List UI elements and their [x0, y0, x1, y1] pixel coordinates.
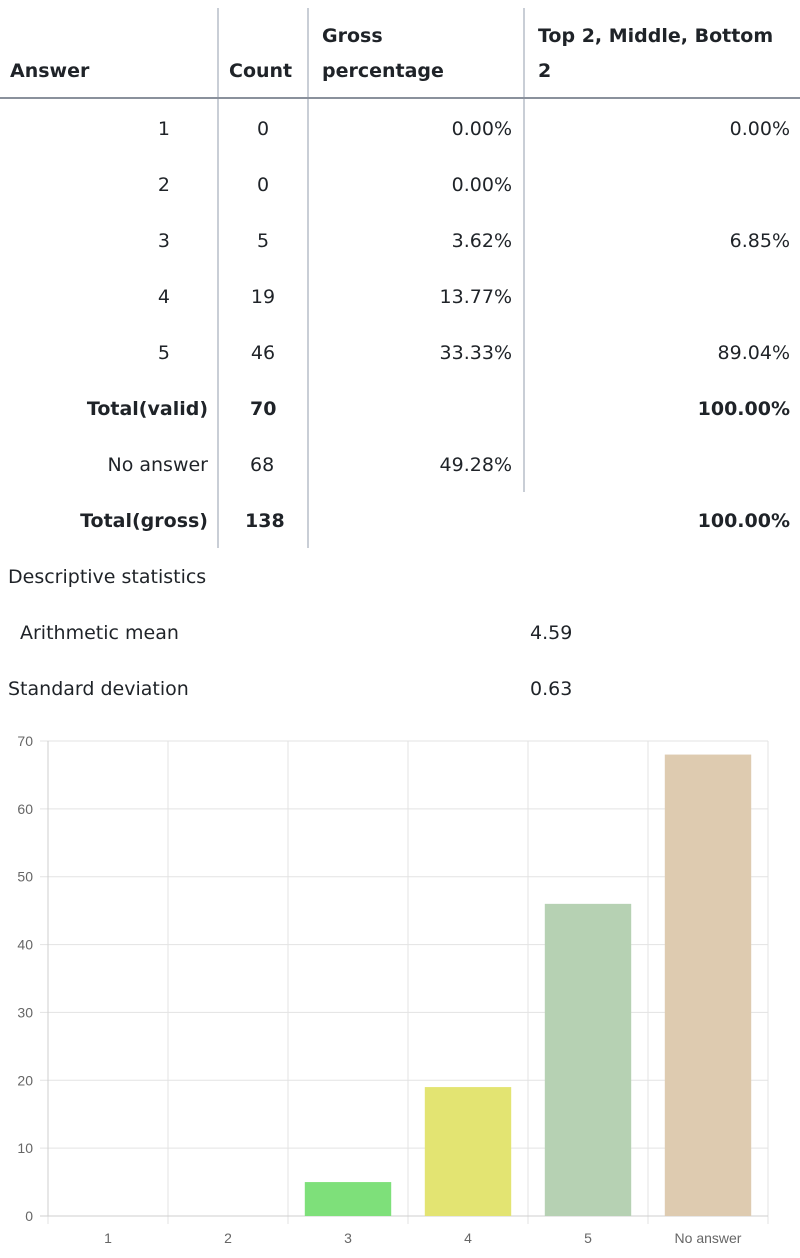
no-answer-count: 68	[250, 454, 275, 476]
bar-5	[544, 903, 632, 1216]
header-count: Count	[229, 60, 293, 82]
gross-cell: 3.62%	[451, 230, 512, 252]
column-divider	[523, 8, 525, 492]
x-tick-label: 5	[584, 1230, 592, 1246]
x-tick-label: No answer	[675, 1230, 742, 1246]
no-answer-gross: 49.28%	[439, 454, 512, 476]
y-tick-label: 10	[17, 1140, 33, 1156]
y-tick-label: 50	[17, 869, 33, 885]
bar-4	[424, 1087, 512, 1216]
total-valid-label: Total(valid)	[86, 398, 208, 420]
total-valid-top: 100.00%	[697, 398, 790, 420]
header-gross-line1: Gross	[322, 25, 383, 47]
answer-cell: 1	[157, 118, 170, 140]
count-cell: 19	[250, 286, 276, 308]
top-cell: 89.04%	[717, 342, 790, 364]
y-tick-label: 40	[17, 937, 33, 953]
x-tick-label: 1	[104, 1230, 112, 1246]
total-gross-count: 138	[245, 510, 285, 532]
bar-no-answer	[664, 754, 752, 1216]
answer-cell: 5	[157, 342, 170, 364]
header-top-line2: 2	[538, 60, 552, 82]
total-valid-count: 70	[250, 398, 277, 420]
sd-label: Standard deviation	[8, 678, 189, 700]
y-tick-label: 20	[17, 1072, 33, 1088]
total-gross-label: Total(gross)	[80, 510, 208, 532]
y-tick-label: 0	[25, 1208, 33, 1224]
bar-chart: 0 10 20 30 40 50 60 70 1 2 3 4 5 No answer	[17, 733, 769, 1246]
mean-label: Arithmetic mean	[20, 622, 179, 644]
count-cell: 46	[250, 342, 276, 364]
y-tick-label: 30	[17, 1004, 33, 1020]
answer-cell: 3	[157, 230, 170, 252]
header-gross-line2: percentage	[322, 60, 444, 82]
header-answer: Answer	[10, 60, 90, 82]
gross-cell: 0.00%	[451, 174, 512, 196]
y-tick-label: 60	[17, 801, 33, 817]
descriptive-title: Descriptive statistics	[8, 566, 207, 588]
gross-cell: 33.33%	[439, 342, 512, 364]
total-gross-top: 100.00%	[697, 510, 790, 532]
results-table: Answer Count Gross percentage Top 2, Mid…	[0, 0, 800, 548]
y-tick-label: 70	[17, 733, 33, 749]
header-top-line1: Top 2, Middle, Bottom	[538, 25, 774, 47]
answer-cell: 2	[157, 174, 170, 196]
column-divider	[307, 8, 309, 548]
count-cell: 0	[256, 118, 270, 140]
top-cell: 0.00%	[729, 118, 790, 140]
bar-3	[304, 1182, 392, 1216]
answer-cell: 4	[157, 286, 170, 308]
sd-value: 0.63	[530, 678, 573, 700]
no-answer-label: No answer	[107, 454, 208, 476]
x-tick-label: 4	[464, 1230, 472, 1246]
count-cell: 5	[256, 230, 270, 252]
gross-cell: 13.77%	[439, 286, 512, 308]
top-cell: 6.85%	[729, 230, 790, 252]
mean-value: 4.59	[530, 622, 573, 644]
gross-cell: 0.00%	[451, 118, 512, 140]
header-divider	[0, 97, 800, 99]
x-tick-label: 2	[224, 1230, 232, 1246]
column-divider	[217, 8, 219, 548]
count-cell: 0	[256, 174, 270, 196]
x-tick-label: 3	[344, 1230, 352, 1246]
